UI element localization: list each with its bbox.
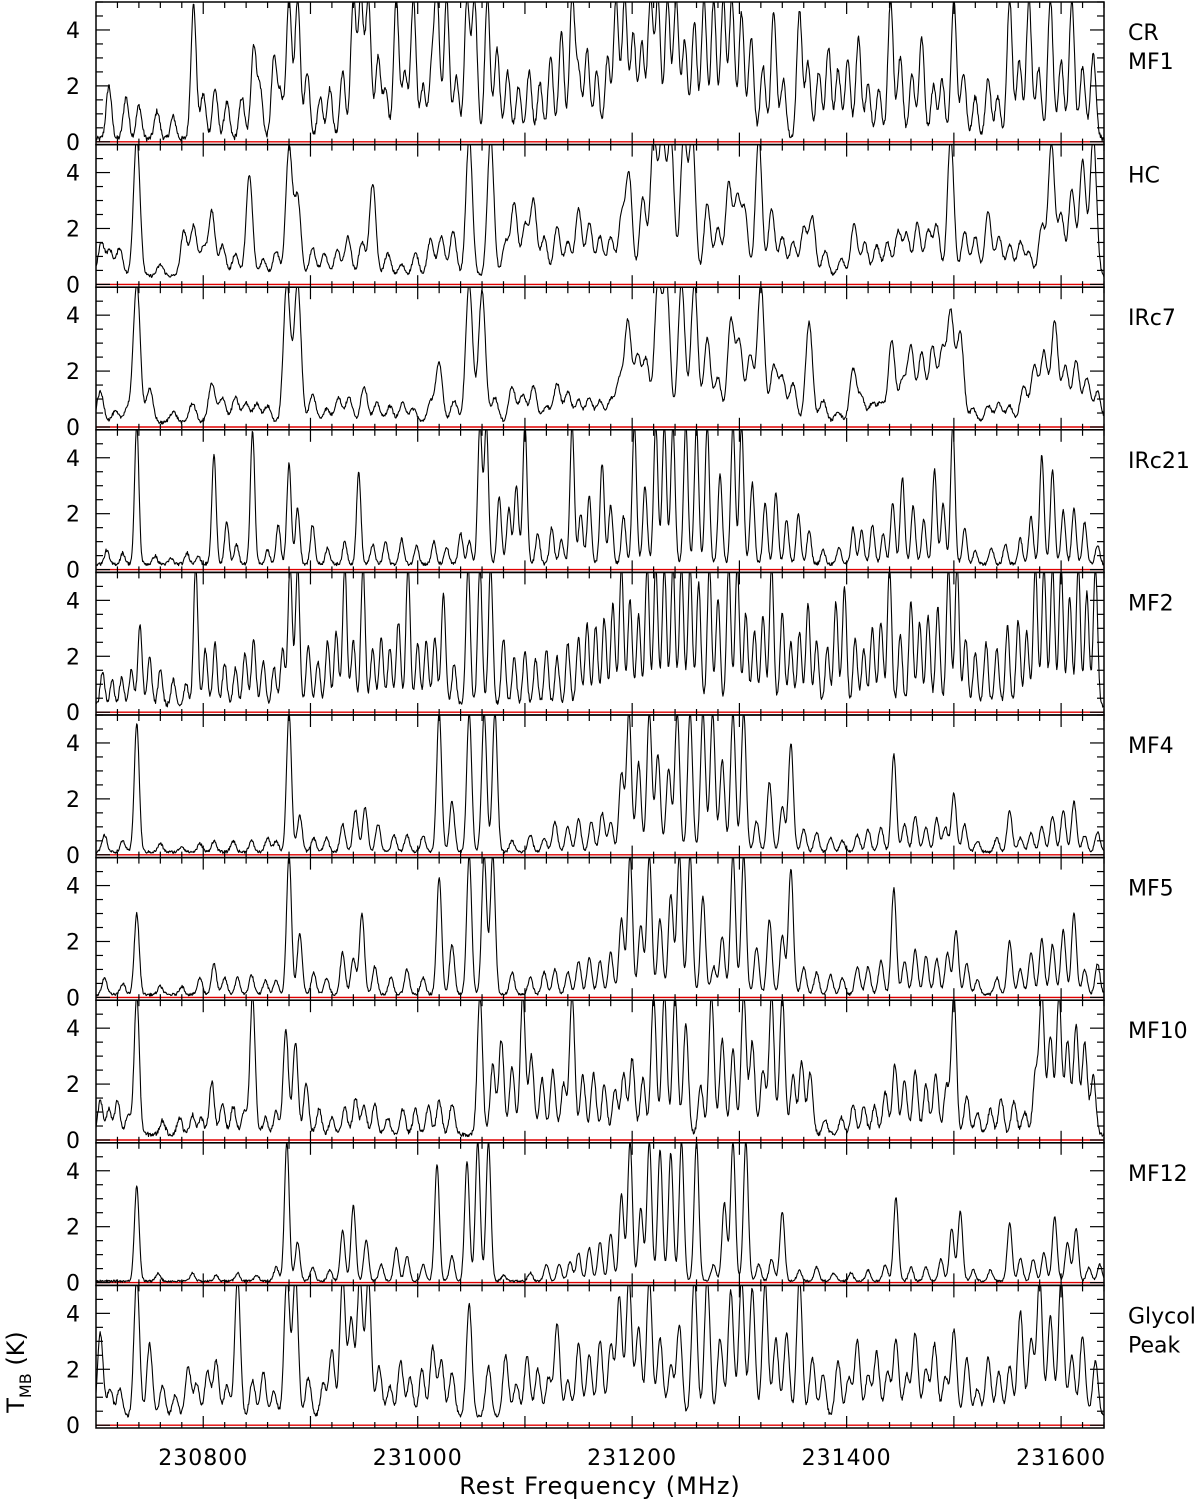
y-tick-label: 2 bbox=[66, 645, 80, 670]
x-axis-label: Rest Frequency (MHz) bbox=[459, 1472, 741, 1500]
y-axis-label: TMB (K) bbox=[2, 1331, 35, 1414]
source-label: CR bbox=[1128, 21, 1159, 46]
panel-frame bbox=[95, 571, 1105, 716]
y-tick-label: 2 bbox=[66, 75, 80, 100]
y-tick-label: 2 bbox=[66, 360, 80, 385]
y-tick-label: 4 bbox=[66, 1160, 80, 1185]
y-tick-label: 0 bbox=[66, 986, 80, 1011]
source-label: MF12 bbox=[1128, 1162, 1188, 1187]
x-tick-label: 231600 bbox=[1016, 1446, 1106, 1471]
spectrum-panel: 0 2 4 Glycol Peak bbox=[66, 1284, 1196, 1439]
panel-frame bbox=[95, 1284, 1105, 1429]
source-label: IRc21 bbox=[1128, 449, 1190, 474]
spectrum-line bbox=[96, 1000, 1104, 1138]
panel-frame bbox=[95, 999, 1105, 1144]
x-tick-label: 230800 bbox=[158, 1446, 248, 1471]
spectrum-panel: 0 2 4 CR MF1 bbox=[66, 1, 1174, 156]
source-label: MF1 bbox=[1128, 50, 1174, 75]
source-label: IRc7 bbox=[1128, 306, 1176, 331]
y-tick-label: 0 bbox=[66, 416, 80, 441]
y-tick-label: 2 bbox=[66, 930, 80, 955]
y-tick-label: 0 bbox=[66, 1129, 80, 1154]
spectrum-line bbox=[96, 1142, 1104, 1283]
spectrum-panel: 0 2 4 HC bbox=[66, 143, 1160, 298]
y-tick-label: 2 bbox=[66, 1073, 80, 1098]
y-tick-label: 4 bbox=[66, 304, 80, 329]
source-label: Peak bbox=[1128, 1333, 1180, 1358]
spectrum-line bbox=[96, 715, 1104, 854]
y-tick-label: 4 bbox=[66, 875, 80, 900]
spectrum-line bbox=[96, 287, 1104, 425]
y-tick-label: 2 bbox=[66, 217, 80, 242]
panel-frame bbox=[95, 1, 1105, 146]
spectrum-panel: 0 2 4 MF12 bbox=[66, 1142, 1188, 1297]
y-tick-label: 0 bbox=[66, 701, 80, 726]
y-tick-label: 4 bbox=[66, 589, 80, 614]
spectrum-line bbox=[96, 429, 1104, 567]
spectrum-panel: 0 2 4 MF5 bbox=[66, 856, 1174, 1011]
x-tick-label: 231000 bbox=[373, 1446, 463, 1471]
y-tick-label: 2 bbox=[66, 788, 80, 813]
source-label: HC bbox=[1128, 164, 1160, 189]
y-axis-label-main: T bbox=[2, 1398, 30, 1414]
y-tick-label: 0 bbox=[66, 131, 80, 156]
spectrum-line bbox=[96, 144, 1104, 278]
y-tick-label: 2 bbox=[66, 1216, 80, 1241]
source-label: MF2 bbox=[1128, 591, 1174, 616]
y-tick-label: 0 bbox=[66, 844, 80, 869]
panel-frame bbox=[95, 1142, 1105, 1287]
spectrum-panel: 0 2 4 IRc21 bbox=[66, 429, 1190, 584]
x-tick-labels: 230800 231000 231200 231400 231600 bbox=[158, 1446, 1106, 1471]
panel-frame bbox=[95, 286, 1105, 431]
y-tick-label: 0 bbox=[66, 1272, 80, 1297]
spectrum-panel: 0 2 4 MF2 bbox=[66, 571, 1174, 726]
panel-frame bbox=[95, 856, 1105, 1001]
spectrum-line bbox=[96, 2, 1104, 142]
spectrum-panel: 0 2 4 IRc7 bbox=[66, 286, 1176, 441]
panel-frame bbox=[95, 714, 1105, 859]
source-label: MF4 bbox=[1128, 734, 1174, 759]
y-tick-label: 2 bbox=[66, 1358, 80, 1383]
y-tick-label: 0 bbox=[66, 273, 80, 298]
y-tick-label: 4 bbox=[66, 1017, 80, 1042]
y-tick-label: 4 bbox=[66, 1302, 80, 1327]
spectrum-panel: 0 2 4 MF10 bbox=[66, 999, 1188, 1154]
y-tick-label: 4 bbox=[66, 447, 80, 472]
y-tick-label: 4 bbox=[66, 162, 80, 187]
y-axis-label-unit: (K) bbox=[2, 1331, 30, 1373]
source-label: MF10 bbox=[1128, 1019, 1188, 1044]
spectrum-line bbox=[96, 572, 1104, 708]
y-tick-label: 4 bbox=[66, 732, 80, 757]
spectrum-line bbox=[96, 857, 1104, 997]
x-tick-label: 231400 bbox=[802, 1446, 892, 1471]
y-tick-label: 4 bbox=[66, 19, 80, 44]
y-tick-label: 0 bbox=[66, 559, 80, 584]
y-tick-label: 2 bbox=[66, 503, 80, 528]
source-label: Glycol bbox=[1128, 1304, 1196, 1329]
x-tick-label: 231200 bbox=[587, 1446, 677, 1471]
spectrum-panel: 0 2 4 MF4 bbox=[66, 714, 1174, 869]
y-axis-label-sub: MB bbox=[16, 1373, 35, 1398]
source-label: MF5 bbox=[1128, 877, 1174, 902]
y-tick-label: 0 bbox=[66, 1414, 80, 1439]
spectrum-line bbox=[96, 1285, 1104, 1418]
